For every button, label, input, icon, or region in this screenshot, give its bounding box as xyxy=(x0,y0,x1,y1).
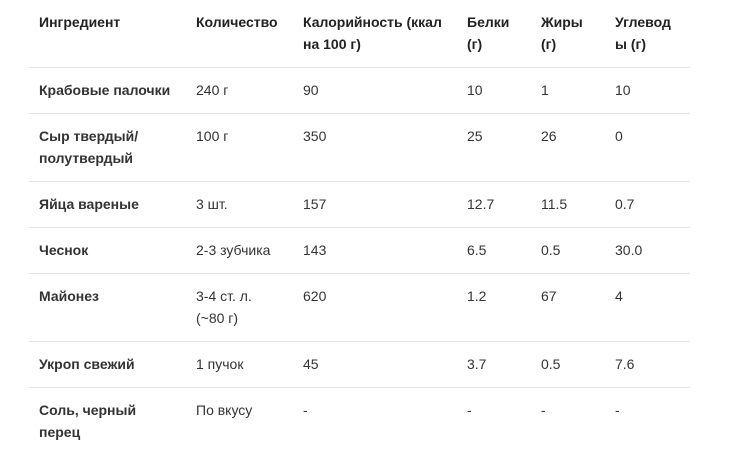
cell-protein: 25 xyxy=(457,113,531,182)
header-ingredient: Ингредиент xyxy=(29,0,186,68)
nutrition-table: Ингредиент Количество Калорийность (ккал… xyxy=(29,0,690,455)
cell-ingredient: Чеснок xyxy=(29,227,186,274)
cell-quantity: 3-4 ст. л. (~80 г) xyxy=(186,273,293,342)
cell-ingredient: Майонез xyxy=(29,273,186,342)
cell-fat: 0.5 xyxy=(531,227,605,274)
cell-calories: 45 xyxy=(293,341,457,388)
cell-ingredient: Сыр твердый/ полутвердый xyxy=(29,113,186,182)
cell-calories: - xyxy=(303,402,308,418)
cell-calories: 90 xyxy=(293,67,457,114)
cell-ingredient: Крабовые палочки xyxy=(29,67,186,114)
cell-carbs: 0.7 xyxy=(605,181,690,228)
header-calories: Калорийность (ккал на 100 г) xyxy=(293,0,457,68)
cell-ingredient: Яйца вареные xyxy=(29,181,186,228)
cell-carbs: 0 xyxy=(605,113,690,182)
cell-fat: 1 xyxy=(531,67,605,114)
cell-protein: 3.7 xyxy=(457,341,531,388)
cell-carbs: 30.0 xyxy=(605,227,690,274)
cell-fat: - xyxy=(541,402,546,418)
cell-fat: 26 xyxy=(531,113,605,182)
table-row: Крабовые палочки 240 г 90 10 1 10 xyxy=(29,67,690,114)
cell-fat: 11.5 xyxy=(531,181,605,228)
cell-quantity: 2-3 зубчика xyxy=(186,227,293,274)
cell-protein: 6.5 xyxy=(457,227,531,274)
table-row: Укроп свежий 1 пучок 45 3.7 0.5 7.6 xyxy=(29,341,690,388)
header-protein: Белки (г) xyxy=(457,0,531,68)
cell-protein: 10 xyxy=(457,67,531,114)
cell-quantity: 1 пучок xyxy=(186,341,293,388)
table-row: Сыр твердый/ полутвердый 100 г 350 25 26… xyxy=(29,113,690,182)
cell-fat: 67 xyxy=(531,273,605,342)
table-row: Яйца вареные 3 шт. 157 12.7 11.5 0.7 xyxy=(29,181,690,228)
cell-quantity: По вкусу xyxy=(196,402,253,418)
header-carbs: Углеводы (г) xyxy=(605,0,690,68)
table-row: Майонез 3-4 ст. л. (~80 г) 620 1.2 67 4 xyxy=(29,273,690,342)
cell-protein: - xyxy=(467,402,472,418)
cell-carbs: - xyxy=(615,402,620,418)
cell-calories: 620 xyxy=(293,273,457,342)
header-quantity: Количество xyxy=(186,0,293,68)
cell-ingredient: Соль, черный перец xyxy=(39,402,137,440)
cell-quantity: 100 г xyxy=(186,113,293,182)
cell-ingredient: Укроп свежий xyxy=(29,341,186,388)
cell-carbs: 10 xyxy=(605,67,690,114)
cell-protein: 12.7 xyxy=(457,181,531,228)
cell-protein: 1.2 xyxy=(457,273,531,342)
cell-fat: 0.5 xyxy=(531,341,605,388)
cell-calories: 157 xyxy=(293,181,457,228)
cell-carbs: 4 xyxy=(605,273,690,342)
cell-quantity: 3 шт. xyxy=(186,181,293,228)
table-row: Чеснок 2-3 зубчика 143 6.5 0.5 30.0 xyxy=(29,227,690,274)
cell-quantity: 240 г xyxy=(186,67,293,114)
cell-calories: 350 xyxy=(293,113,457,182)
header-fat: Жиры (г) xyxy=(531,0,605,68)
cell-carbs: 7.6 xyxy=(605,341,690,388)
table-header-row: Ингредиент Количество Калорийность (ккал… xyxy=(29,0,690,68)
cell-calories: 143 xyxy=(293,227,457,274)
table-row: Соль, черный перец По вкусу - - - - xyxy=(29,388,690,456)
